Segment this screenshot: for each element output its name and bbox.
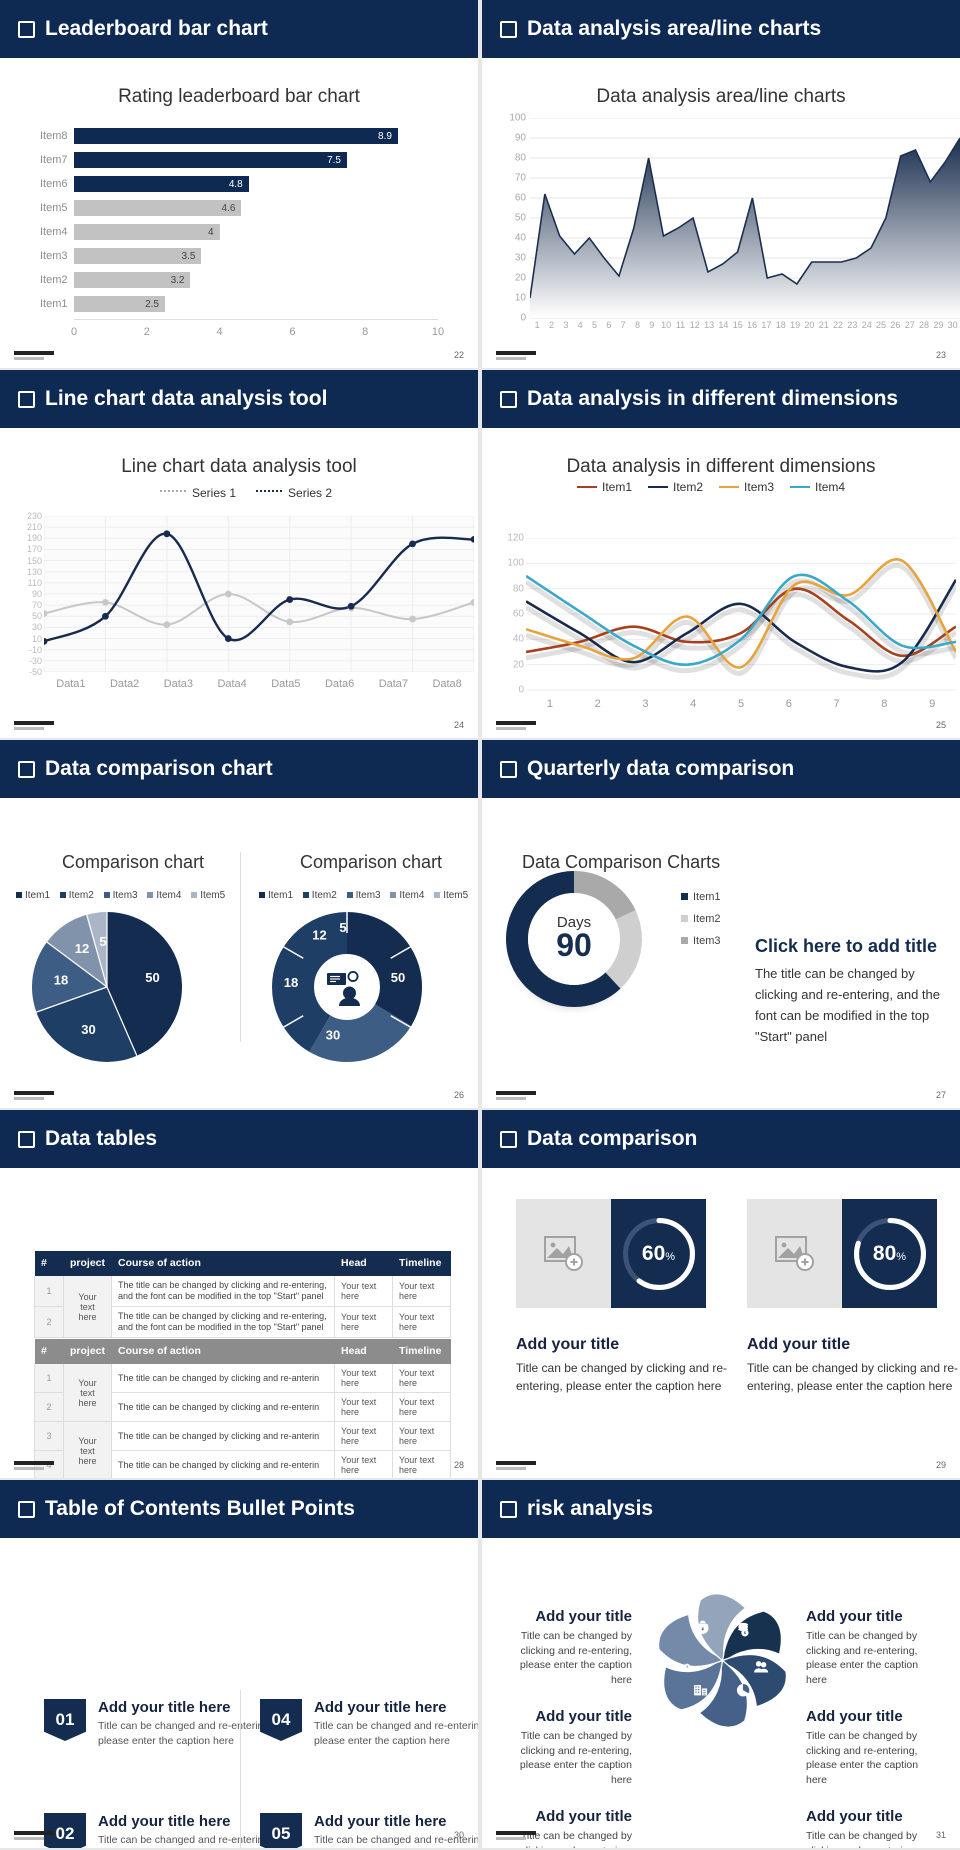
svg-text:¥: ¥ xyxy=(686,1665,688,1669)
svg-text:50: 50 xyxy=(391,970,405,985)
svg-text:30: 30 xyxy=(326,1028,340,1043)
svg-text:50: 50 xyxy=(145,970,159,985)
svg-text:12: 12 xyxy=(312,928,326,943)
svg-text:5: 5 xyxy=(339,920,346,935)
svg-text:18: 18 xyxy=(284,975,298,990)
svg-text:$: $ xyxy=(744,1631,746,1635)
svg-text:30: 30 xyxy=(81,1022,95,1037)
svg-text:5: 5 xyxy=(99,934,106,949)
svg-text:12: 12 xyxy=(75,941,89,956)
svg-text:18: 18 xyxy=(54,973,68,988)
